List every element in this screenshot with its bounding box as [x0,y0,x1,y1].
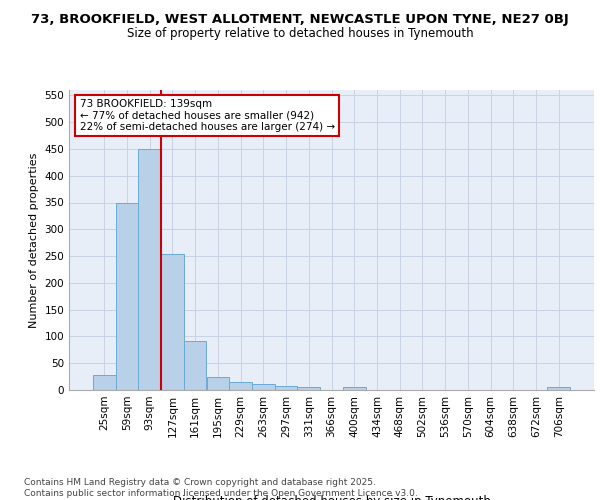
Text: Size of property relative to detached houses in Tynemouth: Size of property relative to detached ho… [127,28,473,40]
X-axis label: Distribution of detached houses by size in Tynemouth: Distribution of detached houses by size … [173,496,490,500]
Bar [206,376,229,390]
Text: 73, BROOKFIELD, WEST ALLOTMENT, NEWCASTLE UPON TYNE, NE27 0BJ: 73, BROOKFIELD, WEST ALLOTMENT, NEWCASTL… [31,12,569,26]
Bar [547,388,570,390]
Bar [275,386,298,390]
Bar [93,375,116,390]
Bar [161,254,184,390]
Bar [116,202,139,390]
Bar [184,340,206,390]
Y-axis label: Number of detached properties: Number of detached properties [29,152,39,328]
Bar [298,387,320,390]
Text: 73 BROOKFIELD: 139sqm
← 77% of detached houses are smaller (942)
22% of semi-det: 73 BROOKFIELD: 139sqm ← 77% of detached … [79,99,335,132]
Bar [229,382,252,390]
Bar [139,149,161,390]
Bar [252,384,275,390]
Text: Contains HM Land Registry data © Crown copyright and database right 2025.
Contai: Contains HM Land Registry data © Crown c… [24,478,418,498]
Bar [343,388,365,390]
